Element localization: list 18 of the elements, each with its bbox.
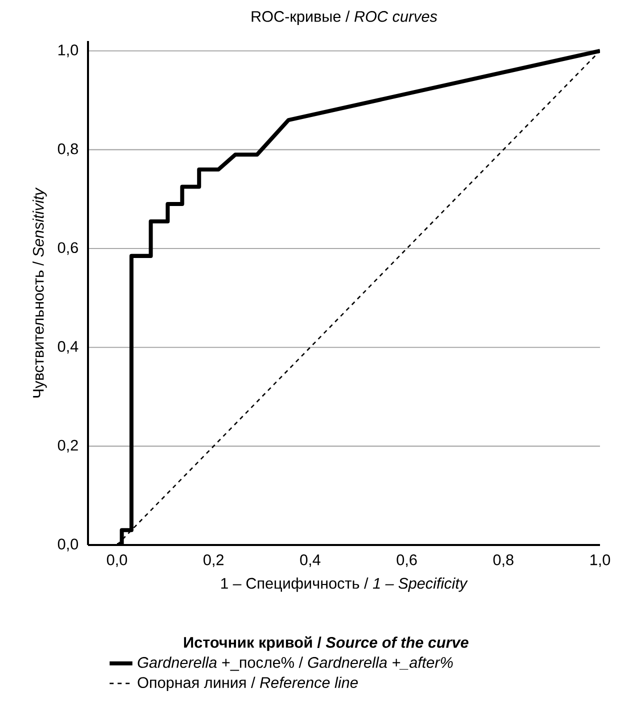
x-tick-label: 0,6 xyxy=(396,554,417,568)
y-tick-label: 0,8 xyxy=(58,143,78,156)
x-tick-label: 1,0 xyxy=(590,554,610,568)
y-tick-label: 1,0 xyxy=(58,44,78,58)
x-tick-label: 0,4 xyxy=(300,554,320,568)
chart-title: ROC-кривые / ROC curves xyxy=(252,10,438,25)
x-tick-label: 0,2 xyxy=(204,554,224,568)
x-tick-label: 0,8 xyxy=(493,554,514,568)
legend-title: Источник кривой / Source of the curve xyxy=(184,636,468,651)
x-axis-title: 1 – Специфичность / 1 – Specificity xyxy=(221,578,468,592)
y-tick-label: 0,2 xyxy=(58,440,78,453)
y-tick-label: 0,6 xyxy=(58,242,78,255)
legend-label: Gardnerella +_после% / Gardnerella +_after% xyxy=(138,656,453,671)
x-tick-label: 0,0 xyxy=(106,554,128,568)
legend-label: Опорная линия / Reference line xyxy=(138,676,358,692)
y-tick-label: 0,4 xyxy=(58,341,78,354)
y-axis-title: Чувствительность / Sensitivity xyxy=(32,187,47,398)
y-tick-label: 0,0 xyxy=(58,538,78,552)
